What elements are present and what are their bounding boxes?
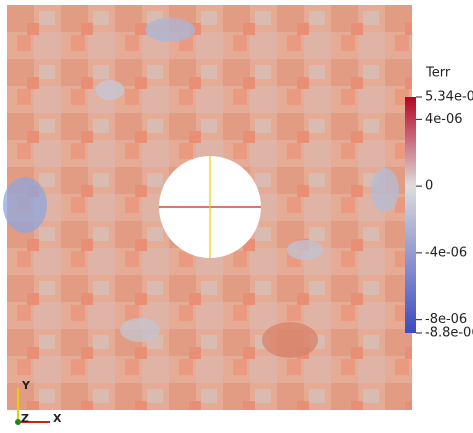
axes-triad: Y Z X — [15, 379, 62, 425]
field-blotches — [3, 18, 399, 358]
axis-x-label: X — [53, 412, 62, 425]
colorbar-tick-label: 5.34e-06 — [425, 90, 473, 105]
colorbar-tick-label: -4e-06 — [425, 245, 467, 260]
colorbar — [405, 97, 416, 333]
colorbar-tick-label: -8.8e-06 — [425, 326, 473, 341]
colorbar-tick-label: -8e-06 — [425, 312, 467, 327]
axis-z-label: Z — [21, 412, 29, 425]
colorbar-tick-label: 0 — [425, 179, 433, 194]
colorbar-title: Terr — [425, 66, 451, 81]
colorbar-tick-label: 4e-06 — [425, 112, 463, 127]
axis-y-label: Y — [21, 379, 31, 392]
